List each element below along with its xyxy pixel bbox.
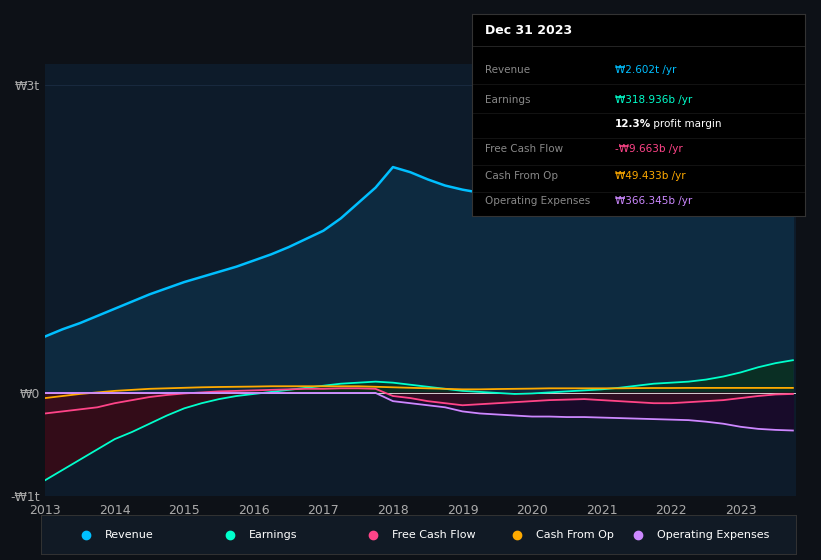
Text: Earnings: Earnings	[249, 530, 297, 540]
Text: Dec 31 2023: Dec 31 2023	[485, 24, 572, 37]
Text: Cash From Op: Cash From Op	[485, 171, 558, 181]
Text: Free Cash Flow: Free Cash Flow	[485, 144, 563, 154]
Text: Revenue: Revenue	[485, 66, 530, 76]
Text: 12.3%: 12.3%	[615, 119, 651, 129]
Text: Free Cash Flow: Free Cash Flow	[392, 530, 476, 540]
Text: Operating Expenses: Operating Expenses	[485, 197, 590, 207]
Text: ₩49.433b /yr: ₩49.433b /yr	[615, 171, 686, 181]
Text: Revenue: Revenue	[105, 530, 154, 540]
Text: Earnings: Earnings	[485, 95, 531, 105]
Text: Cash From Op: Cash From Op	[536, 530, 613, 540]
Text: ₩318.936b /yr: ₩318.936b /yr	[615, 95, 692, 105]
Text: -₩9.663b /yr: -₩9.663b /yr	[615, 144, 683, 154]
Text: ₩2.602t /yr: ₩2.602t /yr	[615, 66, 677, 76]
Text: ₩366.345b /yr: ₩366.345b /yr	[615, 197, 692, 207]
Text: Operating Expenses: Operating Expenses	[657, 530, 769, 540]
Text: profit margin: profit margin	[650, 119, 722, 129]
